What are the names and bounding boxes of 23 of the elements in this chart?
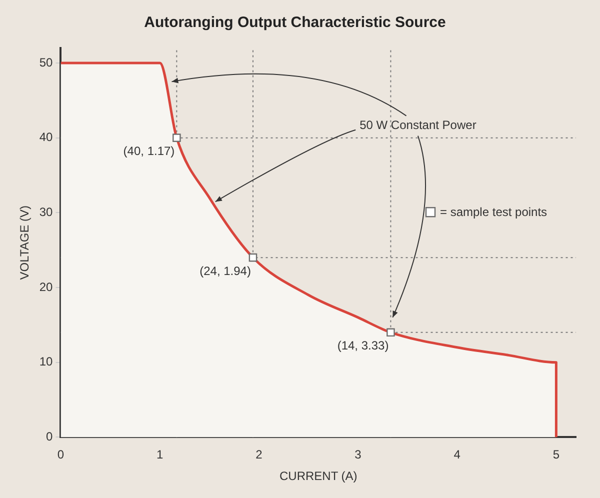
x-tick-label: 3 [354,448,362,462]
x-tick-label: 2 [256,448,263,462]
x-axis-title: CURRENT (A) [279,469,358,484]
annotation: (24, 1.94) [200,264,251,278]
annotation: (40, 1.17) [123,144,175,158]
annotation: 50 W Constant Power [360,118,476,132]
y-tick-label: 10 [39,354,54,369]
y-tick-label: 40 [39,130,54,144]
y-tick-label: 20 [39,280,54,294]
point [386,328,395,337]
legend-label: = sample test points [440,204,548,219]
x-tick-label: 1 [156,448,164,462]
x-tick-label: 0 [57,448,64,462]
y-tick-label: 50 [39,55,54,70]
x-tick-label: 5 [552,448,560,462]
y-tick-label: 0 [46,430,54,444]
y-axis-title: VOLTAGE (V) [18,205,32,280]
chart-title: Autoranging Output Characteristic Source [144,14,446,32]
y-tick-label: 30 [39,204,54,219]
point [172,134,181,142]
x-tick-label: 4 [454,448,461,462]
annotation: (14, 3.33) [337,338,389,353]
point [248,253,258,262]
